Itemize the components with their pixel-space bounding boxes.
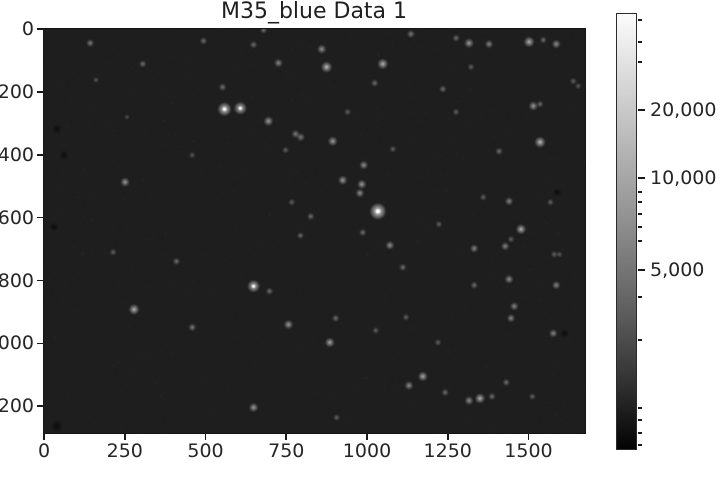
- colorbar-minor-tick-mark: [638, 296, 642, 298]
- y-tick-mark: [37, 342, 44, 345]
- x-tick-mark: [43, 433, 45, 440]
- y-tick-mark: [37, 153, 44, 156]
- colorbar-tick-label: 10,000: [650, 167, 717, 189]
- colorbar-minor-tick-mark: [638, 419, 642, 421]
- colorbar-tick-mark: [638, 269, 645, 271]
- colorbar-minor-tick-mark: [638, 240, 642, 242]
- x-tick-mark: [285, 433, 288, 440]
- x-tick-label: 750: [268, 440, 305, 462]
- y-tick-mark: [37, 279, 44, 282]
- y-tick-label: 1200: [0, 395, 34, 418]
- x-tick-label: 1500: [504, 440, 553, 462]
- x-tick-label: 500: [187, 440, 224, 462]
- colorbar-minor-tick-mark: [638, 339, 642, 341]
- x-tick-label: 0: [37, 440, 51, 462]
- x-tick-mark: [527, 433, 530, 440]
- x-tick-mark: [204, 433, 207, 440]
- colorbar-minor-tick-mark: [638, 226, 642, 228]
- y-tick-mark: [37, 216, 44, 219]
- y-tick-label: 400: [0, 143, 34, 166]
- colorbar-minor-tick-mark: [638, 432, 642, 434]
- image-plot: [43, 28, 586, 434]
- colorbar-minor-tick-mark: [638, 19, 642, 21]
- colorbar-minor-tick-mark: [638, 444, 642, 446]
- x-tick-mark: [123, 433, 126, 440]
- star-field-canvas: [44, 29, 585, 433]
- colorbar-tick-label: 20,000: [650, 99, 717, 121]
- colorbar: [616, 13, 637, 450]
- x-tick-mark: [366, 433, 368, 440]
- y-tick-mark: [37, 405, 44, 408]
- y-tick-label: 0: [21, 18, 34, 40]
- colorbar-tick-label: 5,000: [650, 259, 705, 281]
- y-tick-label: 600: [0, 206, 34, 229]
- x-tick-mark: [446, 433, 449, 440]
- colorbar-tick-mark: [638, 177, 645, 179]
- y-tick-mark: [37, 28, 44, 30]
- colorbar-minor-tick-mark: [638, 61, 642, 63]
- x-tick-label: 1250: [423, 440, 472, 462]
- y-tick-label: 1000: [0, 332, 34, 355]
- colorbar-minor-tick-mark: [638, 201, 642, 203]
- y-tick-mark: [37, 91, 44, 93]
- plot-title: M35_blue Data 1: [220, 0, 408, 24]
- colorbar-minor-tick-mark: [638, 407, 642, 409]
- colorbar-minor-tick-mark: [638, 213, 642, 215]
- colorbar-tick-mark: [638, 109, 645, 111]
- colorbar-minor-tick-mark: [638, 191, 642, 193]
- x-tick-label: 250: [106, 440, 143, 462]
- x-tick-label: 1000: [342, 440, 392, 462]
- y-tick-label: 800: [0, 269, 34, 292]
- y-tick-label: 200: [0, 80, 34, 103]
- colorbar-minor-tick-mark: [638, 41, 642, 43]
